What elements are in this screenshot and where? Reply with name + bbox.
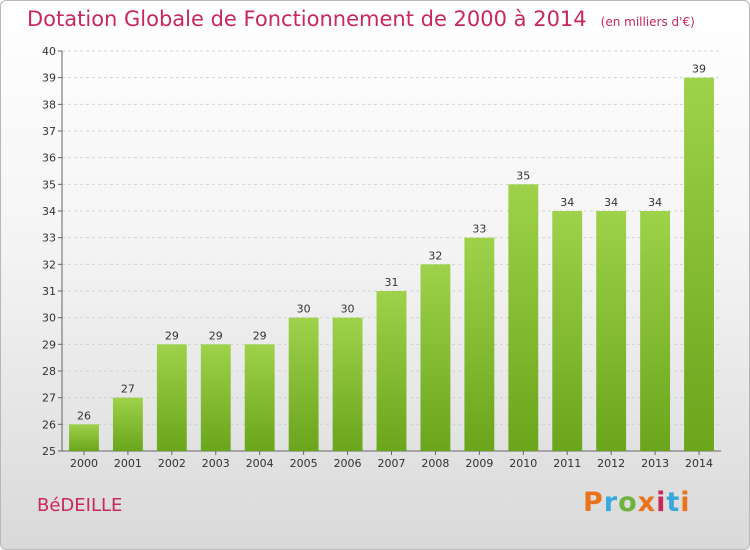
bar [156,344,187,451]
bar [552,211,583,451]
bar-value-label: 29 [209,329,223,342]
x-tick-label: 2000 [70,457,98,470]
bar [288,317,319,451]
x-tick-label: 2005 [290,457,318,470]
labels: 26 27 29 29 29 30 30 31 32 33 35 34 34 34 39 [77,63,706,423]
unit-label: (en milliers d'€) [600,15,695,29]
x-tick-label: 2007 [378,457,406,470]
y-tick-label: 26 [42,418,56,431]
y-tick-label: 30 [42,312,56,325]
y-tick-label: 37 [42,125,56,138]
bar [200,344,231,451]
y-tick-label: 39 [42,72,56,85]
y-tick-label: 33 [42,232,56,245]
bar-value-label: 34 [648,196,662,209]
x-tick-label: 2004 [246,457,274,470]
bar-value-label: 39 [692,63,706,76]
commune-name: BéDEILLE [37,495,123,516]
bar-value-label: 33 [472,223,486,236]
y-tick-label: 28 [42,365,56,378]
x-tick-label: 2002 [158,457,186,470]
y-tick-label: 40 [42,45,56,58]
x-tick-label: 2008 [421,457,449,470]
bar-value-label: 27 [121,383,135,396]
y-tick-label: 29 [42,338,56,351]
bar [112,397,143,451]
logo-letter: i [656,487,667,518]
bar [244,344,275,451]
x-tick-label: 2010 [509,457,537,470]
bar-value-label: 30 [341,303,355,316]
bar [508,184,539,452]
y-tick-label: 31 [42,285,56,298]
y-tick-label: 27 [42,392,56,405]
title-text: Dotation Globale de Fonctionnement de 20… [27,7,587,31]
bar [640,211,671,451]
logo-letter: P [583,487,604,518]
logo-letter: o [618,487,638,518]
bar-value-label: 34 [604,196,618,209]
y-tick-label: 32 [42,258,56,271]
y-tick-label: 34 [42,205,56,218]
logo-letter: r [603,487,619,518]
bars [69,77,714,452]
y-tick-label: 35 [42,178,56,191]
bar-value-label: 29 [253,329,267,342]
chart-title: Dotation Globale de Fonctionnement de 20… [27,7,695,31]
y-tick-label: 36 [42,152,56,165]
x-tick-label: 2003 [202,457,230,470]
bar-value-label: 26 [77,409,91,422]
bar-value-label: 31 [385,276,399,289]
x-tick-label: 2011 [553,457,581,470]
bar-value-label: 32 [428,249,442,262]
logo-letter: i [680,487,691,518]
x-tick-label: 2012 [597,457,625,470]
proxiti-logo: Proxiti [583,487,691,518]
x-tick-label: 2006 [334,457,362,470]
bar [332,317,363,451]
bar [376,291,407,451]
y-tick-label: 38 [42,98,56,111]
bar [420,264,451,451]
bar [69,424,99,451]
logo-letter: t [666,487,681,518]
bar-value-label: 29 [165,329,179,342]
bar-value-label: 35 [516,169,530,182]
x-tick-label: 2013 [641,457,669,470]
bar [464,237,495,451]
bar [596,211,627,451]
bar [684,77,714,452]
x-tick-label: 2001 [114,457,142,470]
bar-value-label: 34 [560,196,574,209]
logo-letter: x [637,487,657,518]
x-tick-label: 2009 [465,457,493,470]
y-tick-label: 25 [42,445,56,458]
bar-value-label: 30 [297,303,311,316]
x-tick-label: 2014 [685,457,713,470]
